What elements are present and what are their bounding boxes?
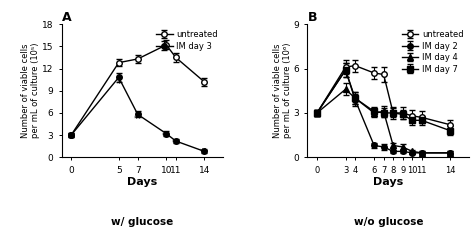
Legend: untreated, IM day 2, IM day 4, IM day 7: untreated, IM day 2, IM day 4, IM day 7 [400,28,465,75]
Text: w/ glucose: w/ glucose [111,217,173,227]
Y-axis label: Number of viable cells
per mL of culture (10⁶): Number of viable cells per mL of culture… [273,43,292,138]
Text: A: A [62,11,71,24]
X-axis label: Days: Days [373,177,403,187]
Y-axis label: Number of viable cells
per mL of culture (10⁵): Number of viable cells per mL of culture… [21,43,40,138]
X-axis label: Days: Days [128,177,158,187]
Legend: untreated, IM day 3: untreated, IM day 3 [154,28,219,52]
Text: *: * [117,80,121,89]
Text: **: ** [200,148,209,157]
Text: **: ** [171,139,180,148]
Text: **: ** [162,132,171,141]
Text: **: ** [133,115,142,124]
Text: B: B [308,11,317,24]
Text: w/o glucose: w/o glucose [354,217,423,227]
